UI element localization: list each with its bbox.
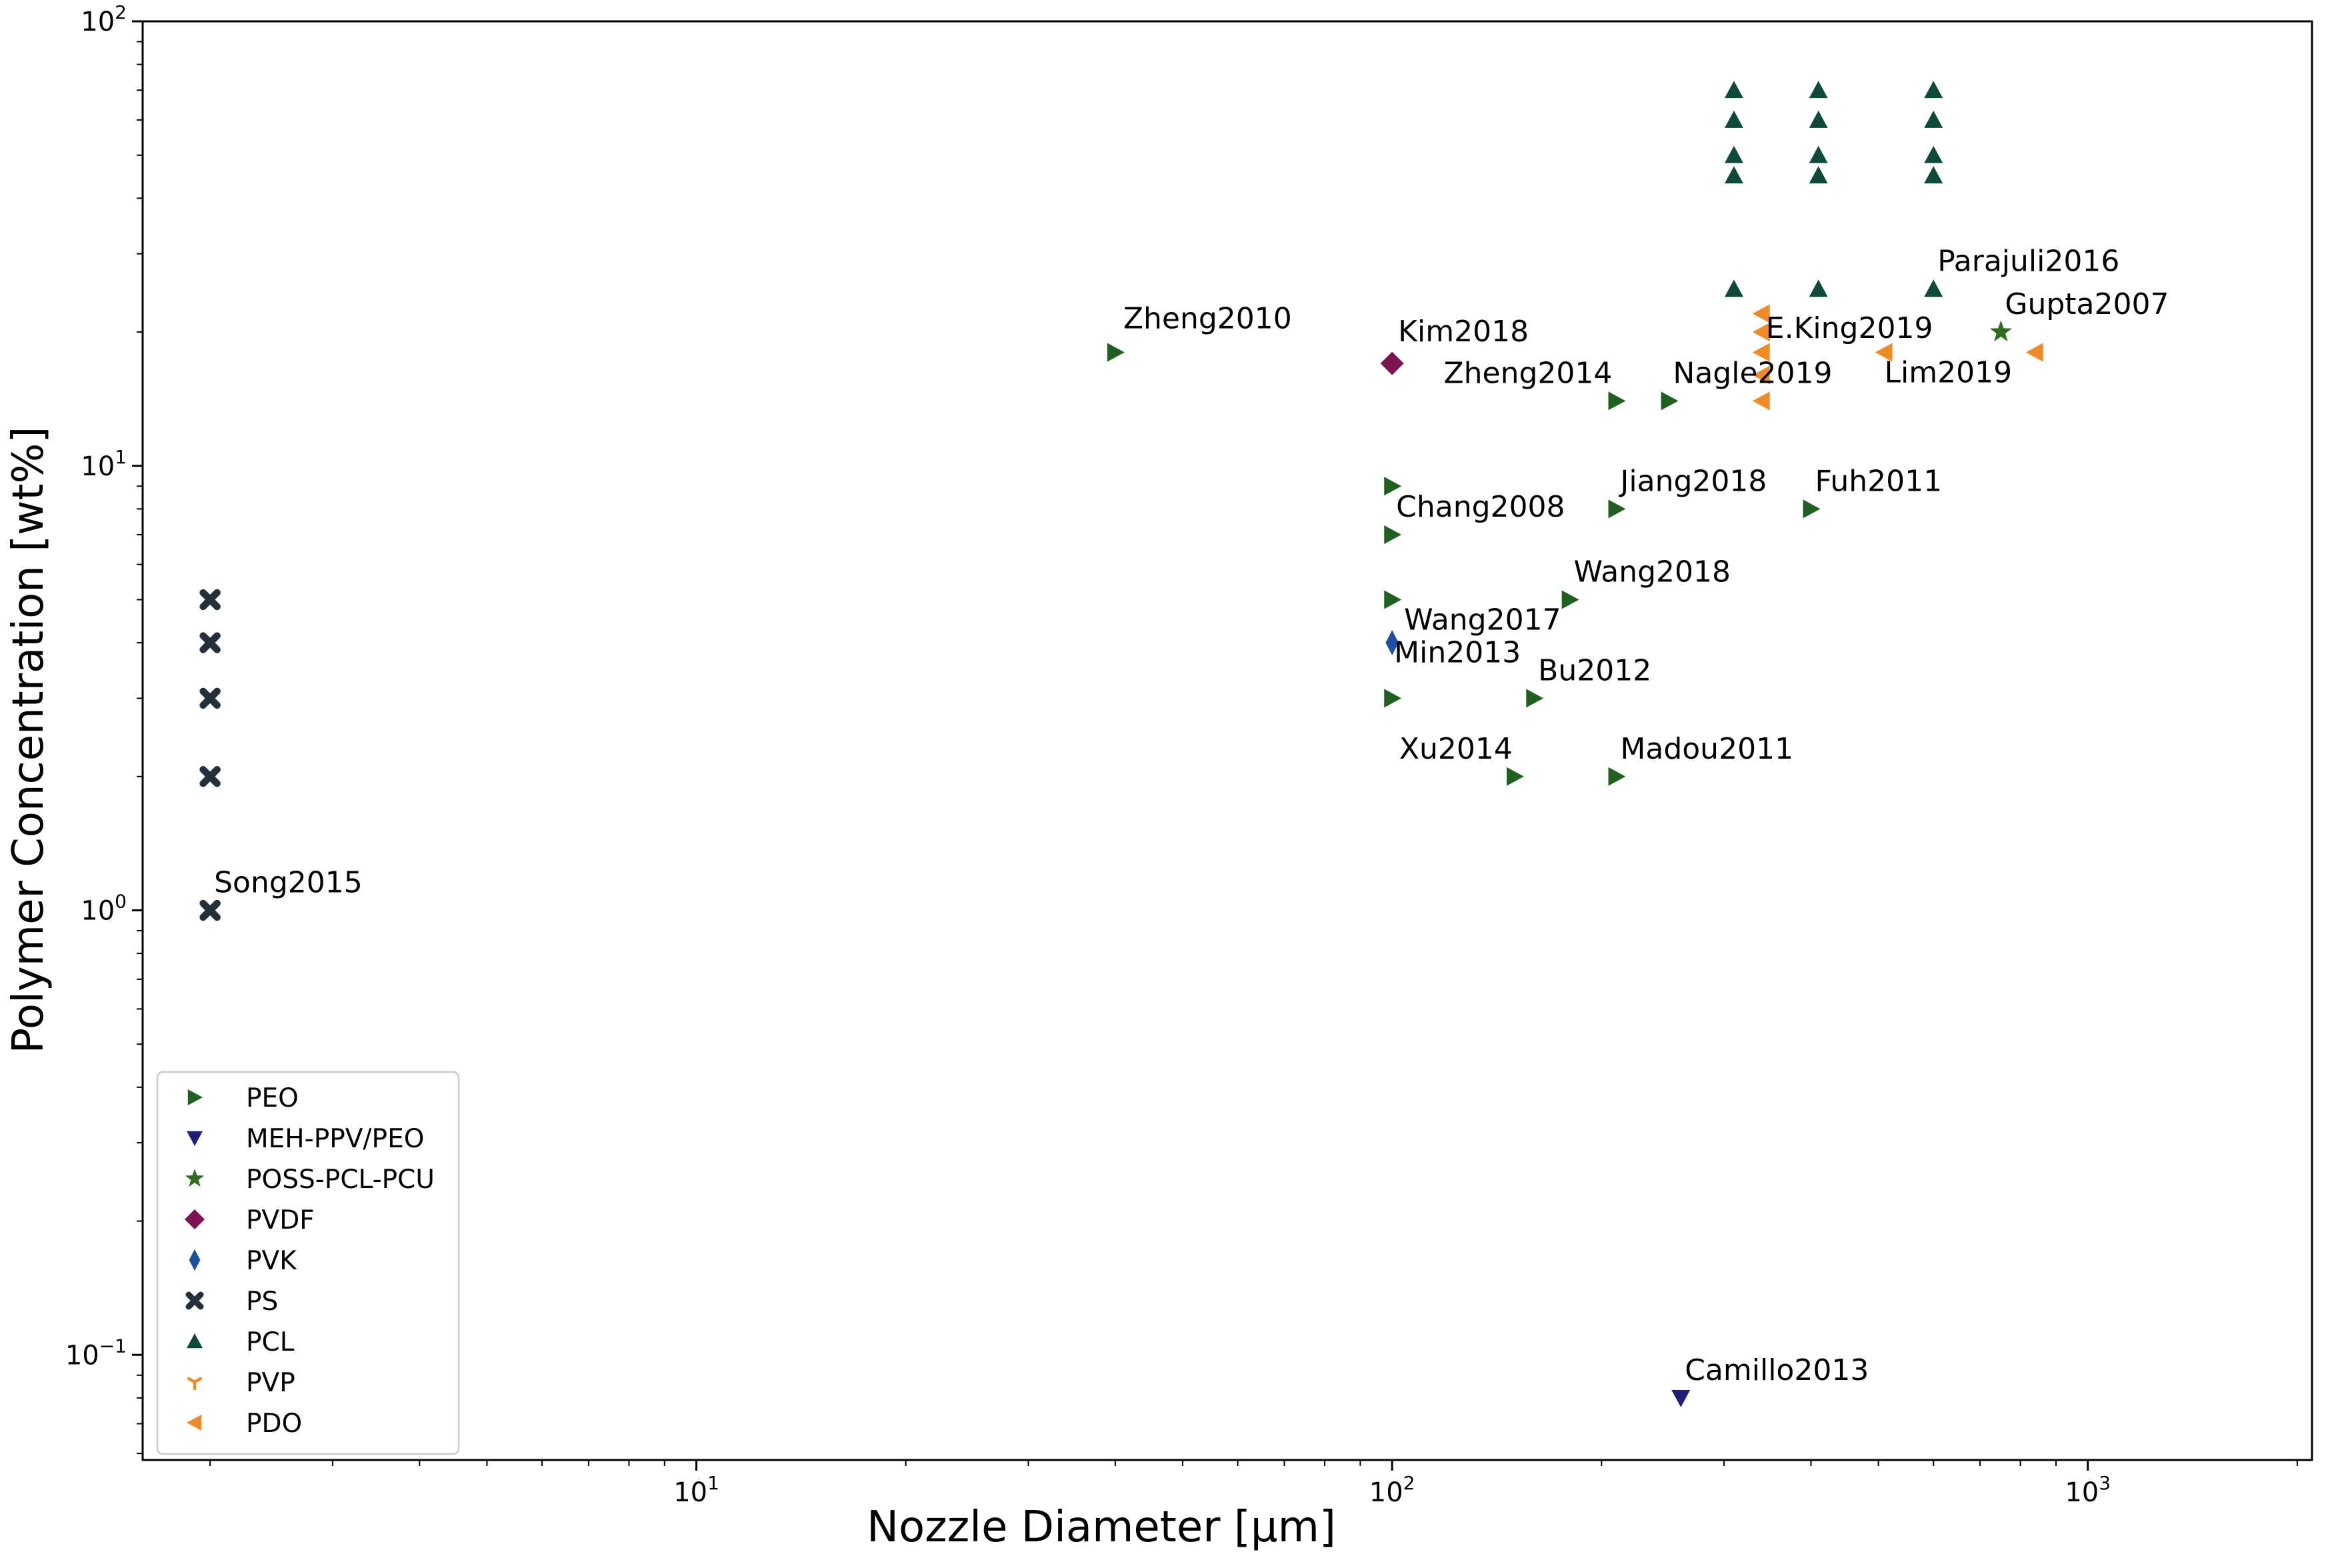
point-label: Bu2012 xyxy=(1538,653,1651,687)
data-point-pdo xyxy=(1875,343,1893,362)
x-tick-label: 102 xyxy=(1369,1472,1415,1508)
point-label: Chang2008 xyxy=(1396,490,1565,524)
data-point-peo xyxy=(1608,391,1626,411)
point-label: Wang2017 xyxy=(1404,603,1561,637)
data-point-pcl xyxy=(1809,145,1828,163)
data-point-pcl xyxy=(1724,81,1743,99)
data-point-pdo xyxy=(1752,304,1770,323)
data-point-peo xyxy=(1803,499,1821,519)
data-point-pcl xyxy=(1924,145,1943,163)
data-point-pdo xyxy=(1752,323,1770,342)
data-point-peo xyxy=(1384,689,1402,708)
legend-frame xyxy=(156,1071,460,1455)
data-point-meh-ppv-peo xyxy=(1671,1389,1691,1407)
x-tick-label: 103 xyxy=(2065,1472,2111,1508)
point-label: Jiang2018 xyxy=(1618,464,1767,498)
y-axis-title: Polymer Concentration [wt%] xyxy=(4,427,53,1054)
plot-frame xyxy=(141,20,2313,1461)
data-point-peo xyxy=(1384,525,1402,545)
legend-label: PS xyxy=(246,1287,278,1317)
data-points xyxy=(199,81,2043,1407)
point-label: Min2013 xyxy=(1394,635,1521,669)
legend-marker-pvp xyxy=(187,1377,203,1390)
point-label: Xu2014 xyxy=(1399,732,1513,766)
data-point-pcl xyxy=(1924,110,1943,128)
data-point-peo xyxy=(1661,391,1679,411)
point-label: Lim2019 xyxy=(1885,356,2013,390)
data-point-pcl xyxy=(1724,279,1743,297)
legend-marker-poss-pcl-pcu xyxy=(185,1169,205,1187)
point-label: Madou2011 xyxy=(1620,732,1793,766)
data-point-peo xyxy=(1384,477,1402,496)
legend-marker-peo xyxy=(187,1089,203,1105)
data-point-pcl xyxy=(1924,166,1943,184)
data-point-peo xyxy=(1608,499,1626,519)
data-point-pcl xyxy=(1924,279,1943,297)
data-point-pcl xyxy=(1724,145,1743,163)
point-label: Parajuli2016 xyxy=(1937,244,2119,278)
legend: PEO MEH-PPV/PEO POSS-PCL-PCU PVDF PVK PS PCL PV… xyxy=(156,1071,460,1455)
data-point-pdo xyxy=(1752,391,1770,411)
legend-label: MEH-PPV/PEO xyxy=(246,1124,424,1154)
data-point-peo xyxy=(1384,590,1402,609)
point-label: Song2015 xyxy=(214,866,363,900)
data-point-ps xyxy=(199,899,221,921)
point-label: Fuh2011 xyxy=(1815,464,1942,498)
data-point-peo xyxy=(1561,590,1579,609)
data-point-peo xyxy=(1507,767,1524,786)
y-tick-label: 101 xyxy=(81,446,127,482)
data-point-peo xyxy=(1107,343,1125,362)
legend-marker-meh-ppv-peo xyxy=(187,1131,203,1146)
data-point-pdo xyxy=(2025,343,2043,362)
point-label: Zheng2014 xyxy=(1444,356,1613,390)
legend-marker-pvk xyxy=(189,1249,201,1271)
legend-label: PCL xyxy=(246,1327,295,1357)
legend-marker-pcl xyxy=(187,1333,203,1349)
point-label: E.King2019 xyxy=(1766,311,1933,345)
legend-label: PDO xyxy=(246,1409,302,1439)
data-point-poss-pcl-pcu xyxy=(1989,320,2012,342)
data-point-pcl xyxy=(1724,110,1743,128)
point-label: Gupta2007 xyxy=(2005,287,2169,321)
data-point-pdo xyxy=(1752,365,1770,385)
data-point-pvdf xyxy=(1380,351,1404,375)
data-point-pcl xyxy=(1924,81,1943,99)
legend-marker-ps xyxy=(185,1291,204,1310)
legend-label: POSS-PCL-PCU xyxy=(246,1165,435,1195)
point-label: Nagle2019 xyxy=(1673,356,1832,390)
data-point-ps xyxy=(199,589,221,611)
point-labels: Zheng2010 Kim2018 Zheng2014 Nagle2019 E.King… xyxy=(214,244,2169,1387)
data-point-pcl xyxy=(1809,166,1828,184)
legend-label: PVK xyxy=(246,1246,297,1276)
data-point-pdo xyxy=(1752,343,1770,362)
point-label: Wang2018 xyxy=(1574,555,1731,589)
x-axis-title: Nozzle Diameter [μm] xyxy=(867,1503,1336,1552)
point-label: Zheng2010 xyxy=(1123,302,1292,336)
legend-label: PVDF xyxy=(246,1205,315,1235)
legend-marker-pdo xyxy=(187,1415,202,1431)
legend-marker-pvdf xyxy=(185,1209,205,1229)
data-point-pcl xyxy=(1724,166,1743,184)
axis-ticks: 101 102 103 10−1 100 101 102 xyxy=(65,1,2298,1508)
data-point-ps xyxy=(199,687,221,709)
y-tick-label: 10−1 xyxy=(65,1335,127,1371)
point-label: Kim2018 xyxy=(1398,315,1529,349)
data-point-ps xyxy=(199,766,221,787)
plot-area xyxy=(143,21,2312,1460)
point-label: Camillo2013 xyxy=(1685,1353,1869,1387)
data-point-pvk xyxy=(1385,630,1399,655)
x-tick-label: 101 xyxy=(673,1472,719,1508)
data-point-pcl xyxy=(1809,81,1828,99)
legend-label: PVP xyxy=(246,1368,295,1398)
data-point-ps xyxy=(199,632,221,653)
y-tick-label: 102 xyxy=(81,1,127,37)
data-point-peo xyxy=(1526,689,1544,708)
y-tick-label: 100 xyxy=(81,891,127,927)
data-point-pcl xyxy=(1809,279,1828,297)
legend-label: PEO xyxy=(246,1083,299,1113)
data-point-pcl xyxy=(1809,110,1828,128)
data-point-peo xyxy=(1608,767,1626,786)
